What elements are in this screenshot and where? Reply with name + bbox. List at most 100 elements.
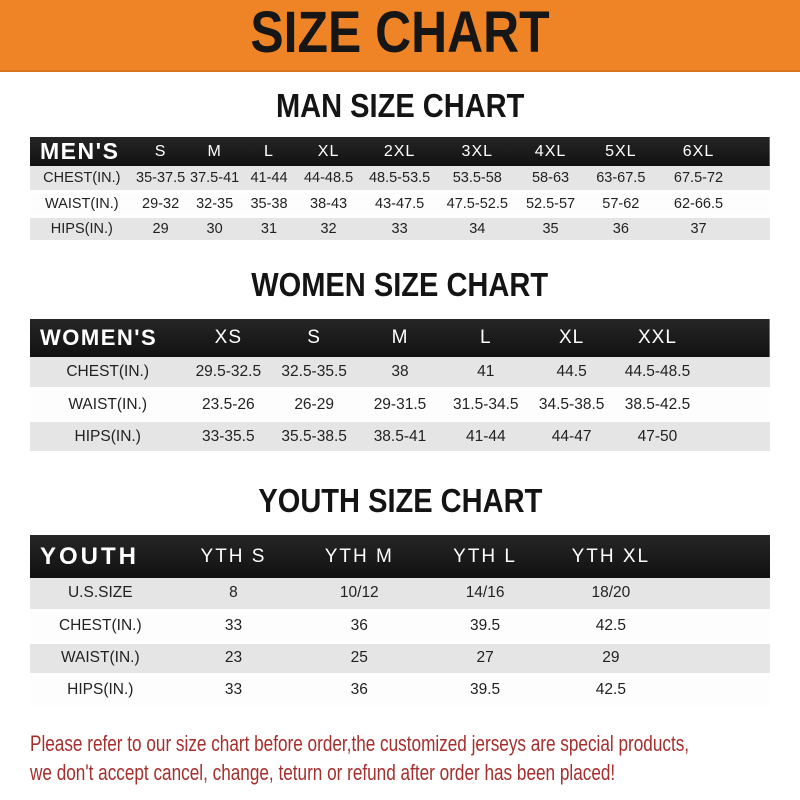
spacer-cell — [700, 389, 770, 421]
youth-size-table: YOUTH YTH S YTH M YTH L YTH XL U.S.SIZE 8 10/1… — [30, 535, 770, 708]
value-cell: 34.5-38.5 — [538, 395, 605, 413]
size-header-cell: 4XL — [534, 142, 567, 160]
value-cell: 31.5-34.5 — [453, 395, 519, 413]
value-cell: 14/16 — [465, 584, 505, 602]
size-chart-banner: SIZE CHART — [0, 0, 800, 72]
value-cell: 38.5-42.5 — [624, 395, 691, 413]
row-label-cell: CHEST(IN.) — [58, 617, 142, 634]
value-cell: 34 — [469, 220, 486, 237]
value-cell: 44.5 — [556, 362, 587, 380]
women-size-table: WOMEN'S XS S M L XL XXL CHEST(IN.) 29.5-32.5 32.… — [30, 318, 770, 455]
size-header-cell: 3XL — [461, 142, 494, 160]
value-cell: 47.5-52.5 — [446, 195, 508, 212]
table-row: HIPS(IN.) 33-35.5 35.5-38.5 38.5-41 41-44 44-… — [30, 420, 770, 453]
disclaimer-line1: Please refer to our size chart before or… — [30, 730, 690, 756]
value-cell: 44-47 — [551, 427, 592, 445]
value-cell: 42.5 — [595, 681, 626, 698]
table-row: U.S.SIZE 8 10/12 14/16 18/20 — [30, 578, 770, 610]
size-header-cell: XXL — [638, 326, 677, 348]
disclaimer: Please refer to our size chart before or… — [30, 729, 770, 787]
value-cell: 33 — [224, 617, 243, 634]
value-cell: 44-48.5 — [303, 169, 354, 186]
value-cell: 29-31.5 — [373, 395, 427, 413]
banner-title: SIZE CHART — [250, 0, 550, 65]
value-cell: 57-62 — [602, 195, 640, 212]
man-size-section: MAN SIZE CHART MEN'S S M L XL 2XL 3XL 4XL 5XL 6XL… — [0, 89, 800, 243]
value-cell: 23 — [224, 649, 243, 666]
women-header-row: WOMEN'S XS S M L XL XXL — [30, 318, 770, 357]
value-cell: 67.5-72 — [673, 169, 724, 186]
size-header-cell: XS — [214, 326, 242, 348]
row-label-cell: HIPS(IN.) — [67, 681, 134, 698]
value-cell: 52.5-57 — [525, 195, 576, 212]
size-header-cell: YTH M — [324, 545, 394, 567]
spacer-cell — [674, 578, 770, 610]
value-cell: 37.5-41 — [190, 169, 240, 186]
value-cell: 29 — [152, 220, 169, 237]
value-cell: 63-67.5 — [596, 169, 646, 186]
table-title-cell: WOMEN'S — [40, 324, 158, 350]
table-row: CHEST(IN.) 35-37.5 37.5-41 41-44 44-48.5 48.5… — [30, 166, 770, 191]
value-cell: 29-32 — [142, 195, 180, 212]
disclaimer-line2: we don't accept cancel, change, teturn o… — [30, 759, 616, 785]
table-row: CHEST(IN.) 29.5-32.5 32.5-35.5 38 41 44.5 44.5… — [30, 356, 770, 389]
table-row: HIPS(IN.) 33 36 39.5 42.5 — [30, 674, 770, 706]
table-title-cell: MEN'S — [40, 138, 120, 164]
value-cell: 39.5 — [470, 617, 501, 634]
youth-section-title: YOUTH SIZE CHART — [0, 484, 800, 518]
spacer-cell — [700, 319, 770, 357]
row-label-cell: WAIST(IN.) — [60, 649, 140, 666]
value-cell: 48.5-53.5 — [368, 169, 431, 186]
spacer-cell — [740, 166, 770, 191]
value-cell: 41-44 — [250, 169, 288, 186]
value-cell: 44.5-48.5 — [624, 362, 691, 380]
size-header-cell: M — [207, 142, 222, 160]
value-cell: 58-63 — [531, 169, 570, 186]
table-row: WAIST(IN.) 23 25 27 29 — [30, 642, 770, 674]
row-label-cell: WAIST(IN.) — [45, 195, 119, 212]
value-cell: 36 — [612, 220, 629, 237]
spacer-cell — [674, 642, 770, 674]
youth-section-title-text: YOUTH SIZE CHART — [258, 482, 542, 519]
youth-header-row: YOUTH YTH S YTH M YTH L YTH XL — [30, 535, 770, 578]
size-header-cell: S — [307, 326, 321, 348]
value-cell: 33 — [224, 681, 243, 698]
table-row: CHEST(IN.) 33 36 39.5 42.5 — [30, 610, 770, 642]
row-label-cell: HIPS(IN.) — [74, 427, 141, 445]
row-label-cell: WAIST(IN.) — [68, 395, 148, 413]
row-label-cell: CHEST(IN.) — [66, 362, 150, 380]
value-cell: 30 — [206, 220, 223, 237]
size-header-cell: 5XL — [605, 142, 637, 160]
value-cell: 39.5 — [470, 681, 501, 698]
spacer-cell — [700, 357, 770, 389]
man-section-title: MAN SIZE CHART — [0, 89, 800, 123]
table-row: WAIST(IN.) 29-32 32-35 35-38 38-43 43-47.5 47.… — [30, 191, 770, 216]
size-header-cell: YTH S — [200, 545, 267, 567]
size-header-cell: M — [391, 326, 409, 348]
size-header-cell: S — [154, 142, 167, 160]
value-cell: 38.5-41 — [373, 427, 427, 445]
value-cell: 32.5-35.5 — [281, 362, 347, 380]
value-cell: 38 — [391, 362, 409, 380]
value-cell: 35.5-38.5 — [281, 427, 347, 445]
value-cell: 8 — [229, 584, 238, 602]
value-cell: 41 — [477, 362, 495, 380]
value-cell: 35-38 — [250, 195, 288, 212]
value-cell: 53.5-58 — [452, 169, 502, 186]
value-cell: 25 — [350, 649, 368, 666]
size-header-cell: L — [480, 326, 492, 348]
row-label-cell: HIPS(IN.) — [50, 220, 113, 237]
row-label-cell: U.S.SIZE — [67, 584, 133, 602]
value-cell: 10/12 — [339, 584, 379, 602]
value-cell: 38-43 — [310, 195, 348, 212]
value-cell: 29.5-32.5 — [195, 362, 262, 380]
spacer-cell — [740, 216, 770, 241]
size-header-cell: L — [264, 142, 274, 160]
value-cell: 33 — [391, 220, 408, 237]
man-section-title-text: MAN SIZE CHART — [275, 87, 525, 124]
value-cell: 23.5-26 — [202, 395, 255, 413]
value-cell: 31 — [260, 220, 278, 237]
size-header-cell: 2XL — [383, 142, 416, 160]
value-cell: 42.5 — [595, 617, 626, 634]
